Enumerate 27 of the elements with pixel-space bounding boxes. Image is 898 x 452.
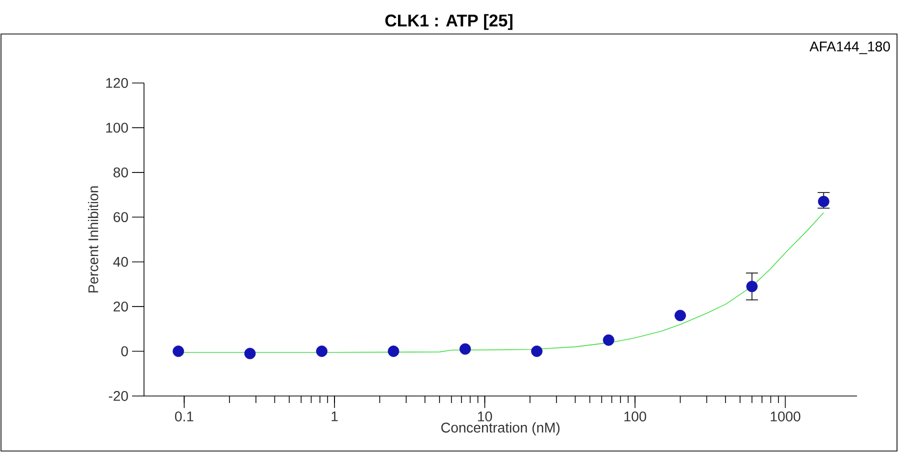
point [244, 348, 256, 360]
chart-title: CLK1 : ATP [25] [385, 14, 512, 30]
text: AFA144_180 [810, 42, 890, 54]
y-tick-label: 20 [114, 302, 128, 312]
y-tick-label: 80 [114, 167, 128, 178]
x-tick-label: 10 [478, 412, 492, 422]
y-axis-title: Percent Inhibition [88, 186, 98, 292]
point [818, 196, 830, 208]
y-tick-label: -20 [108, 391, 128, 401]
point [602, 334, 614, 346]
point [388, 346, 400, 357]
x-tick-label: 100 [624, 412, 646, 422]
y-tick-label: 60 [114, 212, 128, 222]
y-tick-label: 100 [106, 122, 128, 133]
point [674, 310, 686, 322]
x-tick-label: 1000 [770, 412, 800, 422]
point [459, 343, 471, 355]
x-tick-label: 0.1 [175, 412, 194, 422]
x-axis-title: Concentration (nM) [441, 422, 560, 436]
point [172, 346, 184, 357]
y-tick-label: 0 [121, 346, 128, 356]
x-tick-label: 1 [332, 412, 338, 422]
y-tick-label: 120 [106, 78, 128, 88]
point [531, 346, 542, 357]
point [316, 346, 328, 357]
y-tick-label: 40 [113, 256, 128, 267]
point [746, 280, 758, 292]
